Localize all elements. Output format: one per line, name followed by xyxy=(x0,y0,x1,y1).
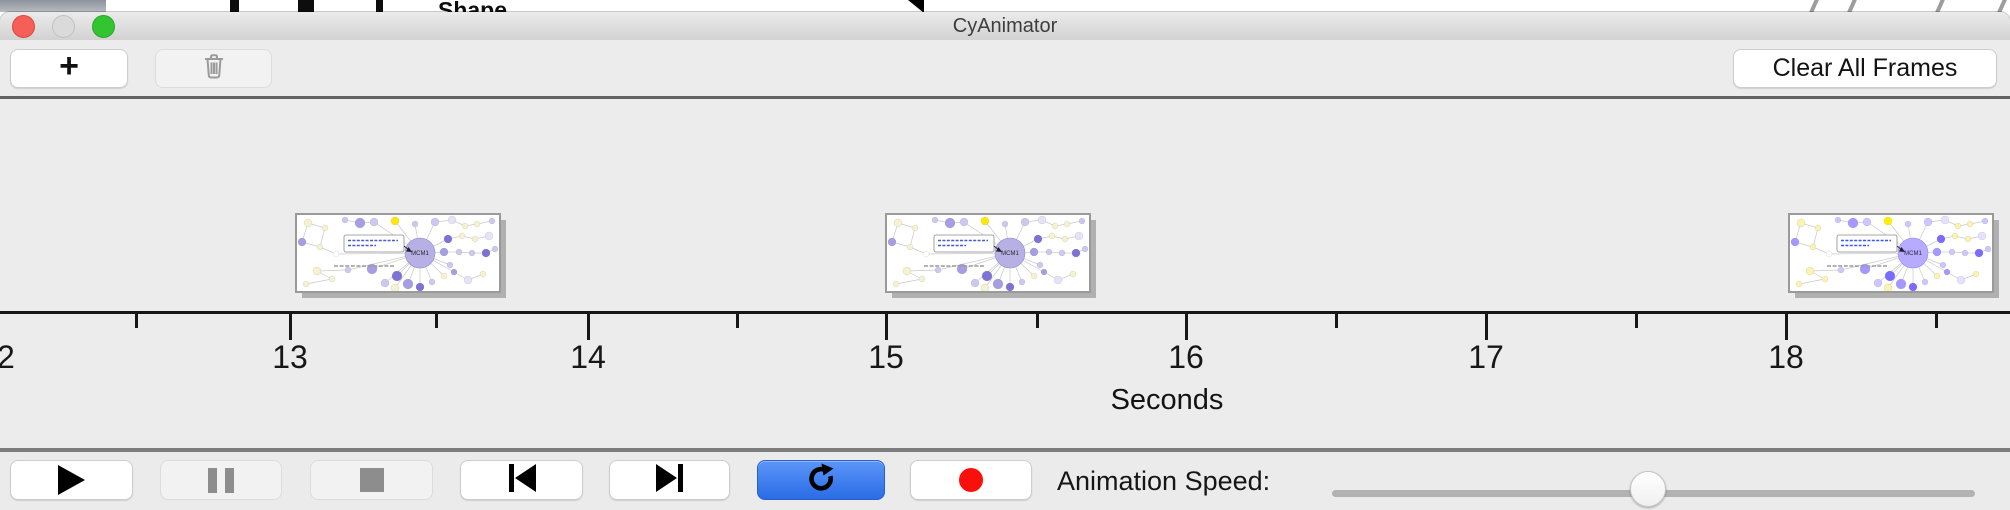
ruler-minor-tick xyxy=(1036,314,1039,328)
delete-frame-button[interactable] xyxy=(155,49,272,88)
loop-button[interactable] xyxy=(757,460,885,500)
background-fragment xyxy=(0,0,106,12)
ruler-minor-tick xyxy=(435,314,438,328)
pause-icon xyxy=(208,467,234,493)
ruler-tick-label: 2 xyxy=(0,339,15,375)
toolbar-separator xyxy=(0,96,2010,99)
skip-to-end-icon xyxy=(654,463,686,498)
frame-toolbar: + Clear All Frames xyxy=(0,40,2010,96)
background-shape-text: Shape xyxy=(438,0,507,12)
network-thumbnail-image: MCM1 xyxy=(297,215,499,293)
ruler-major-tick xyxy=(587,314,590,340)
ruler-minor-tick xyxy=(135,314,138,328)
trash-icon xyxy=(201,52,227,85)
ruler-minor-tick xyxy=(1935,314,1938,328)
ruler-minor-tick xyxy=(1635,314,1638,328)
network-thumbnail-image: MCM1 xyxy=(887,215,1089,293)
minimize-button[interactable] xyxy=(52,15,75,38)
background-fragment xyxy=(230,0,239,12)
traffic-lights xyxy=(12,15,115,38)
frame-thumbnail[interactable]: MCM1 xyxy=(295,213,501,293)
svg-text:MCM1: MCM1 xyxy=(1001,251,1019,257)
ruler-major-tick xyxy=(885,314,888,340)
cyanimator-window: CyAnimator + Clear All Frames MCM1 MCM1 xyxy=(0,12,2010,510)
stop-icon xyxy=(359,468,384,492)
loop-icon xyxy=(806,463,836,498)
frame-thumbnail[interactable]: MCM1 xyxy=(885,213,1091,293)
axis-unit-label: Seconds xyxy=(1110,384,1224,416)
animation-speed-label: Animation Speed: xyxy=(1057,465,1271,496)
playback-controlbar: Animation Speed: xyxy=(0,452,2010,510)
timeline-ruler xyxy=(0,311,2010,314)
background-fragment xyxy=(908,0,924,12)
ruler-major-tick xyxy=(289,314,292,340)
ruler-tick-label: 13 xyxy=(272,339,308,375)
skip-to-start-icon xyxy=(506,463,538,498)
play-button[interactable] xyxy=(10,460,133,500)
titlebar: CyAnimator xyxy=(0,12,2010,41)
ruler-tick-label: 16 xyxy=(1168,339,1204,375)
background-fragment xyxy=(376,0,383,12)
play-icon xyxy=(58,465,85,495)
zoom-button[interactable] xyxy=(92,15,115,38)
background-fragment xyxy=(1934,0,1946,12)
ruler-tick-label: 14 xyxy=(570,339,606,375)
skip-to-start-button[interactable] xyxy=(460,460,583,500)
frame-thumbnail[interactable]: MCM1 xyxy=(1788,213,1994,293)
clear-all-frames-button[interactable]: Clear All Frames xyxy=(1733,49,1997,88)
stop-button[interactable] xyxy=(310,460,433,500)
timeline-panel[interactable]: MCM1 MCM1 MCM1 13 14 15 16 17 18 2 Seconds xyxy=(0,99,2010,510)
background-app-strip: Shape xyxy=(0,0,2010,12)
background-fragment xyxy=(1846,0,1858,12)
pause-button[interactable] xyxy=(160,460,282,500)
ruler-minor-tick xyxy=(1335,314,1338,328)
ruler-major-tick xyxy=(1185,314,1188,340)
svg-text:MCM1: MCM1 xyxy=(411,251,429,257)
ruler-tick-label: 17 xyxy=(1468,339,1504,375)
ruler-tick-label: 18 xyxy=(1768,339,1804,375)
ruler-major-tick xyxy=(1785,314,1788,340)
ruler-major-tick xyxy=(1485,314,1488,340)
controlbar-separator xyxy=(0,448,2010,452)
background-fragment xyxy=(1808,0,1820,12)
svg-text:MCM1: MCM1 xyxy=(1904,251,1922,257)
ruler-tick-label: 15 xyxy=(868,339,904,375)
close-button[interactable] xyxy=(12,15,35,38)
ruler-minor-tick xyxy=(736,314,739,328)
background-fragment xyxy=(298,0,314,12)
window-title: CyAnimator xyxy=(952,15,1058,37)
record-button[interactable] xyxy=(910,460,1032,500)
network-thumbnail-image: MCM1 xyxy=(1790,215,1992,293)
skip-to-end-button[interactable] xyxy=(609,460,730,500)
background-fragment xyxy=(1996,0,2008,12)
record-icon xyxy=(959,468,983,492)
speed-slider-thumb[interactable] xyxy=(1630,471,1666,507)
add-frame-button[interactable]: + xyxy=(10,47,128,88)
